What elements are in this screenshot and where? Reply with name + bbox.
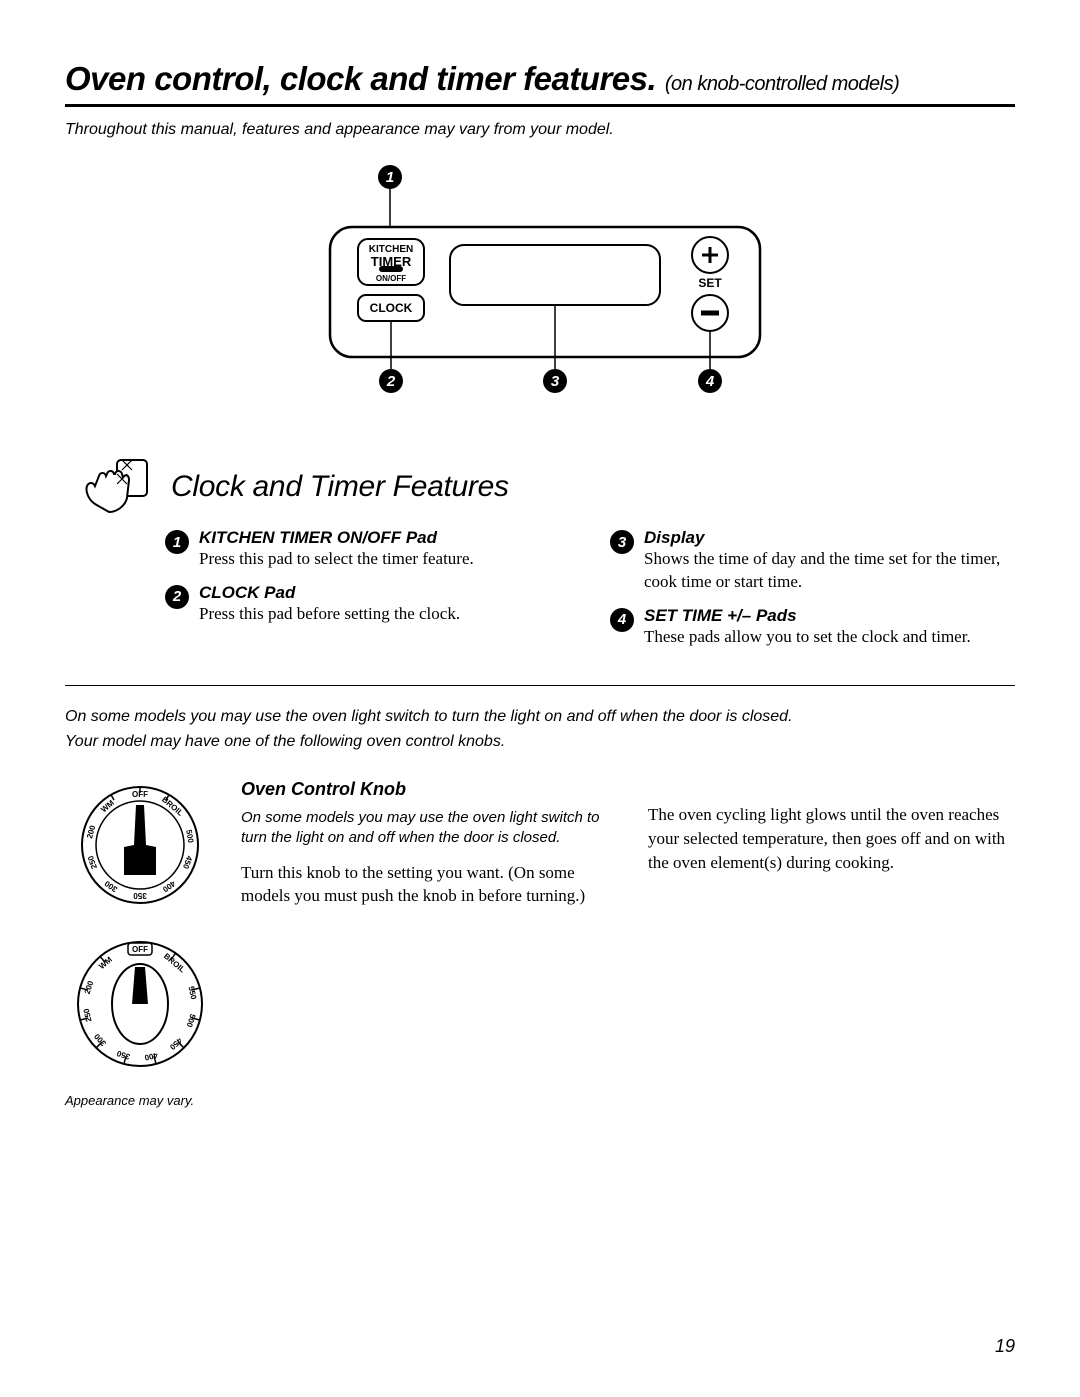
callout-3-num: 3 xyxy=(551,373,560,390)
page-number: 19 xyxy=(995,1336,1015,1357)
knob-diagram-1: OFF BROIL 500 450 400 350 300 250 200 WM xyxy=(70,775,210,915)
label-clock: CLOCK xyxy=(370,301,413,315)
svg-text:250: 250 xyxy=(82,1007,94,1022)
feature-col-left: 1 KITCHEN TIMER ON/OFF Pad Press this pa… xyxy=(165,528,570,661)
note-line-2: Your model may have one of the following… xyxy=(65,729,1015,755)
feature-num: 3 xyxy=(610,530,634,554)
svg-text:550: 550 xyxy=(187,985,199,1000)
feature-heading: Display xyxy=(644,528,1015,548)
svg-text:OFF: OFF xyxy=(132,945,148,954)
feature-heading: KITCHEN TIMER ON/OFF Pad xyxy=(199,528,474,548)
feature-body: Press this pad before setting the clock. xyxy=(199,603,460,626)
knob-body-1: Turn this knob to the setting you want. … xyxy=(241,861,608,909)
svg-text:200: 200 xyxy=(85,824,97,840)
svg-text:400: 400 xyxy=(143,1051,158,1063)
callout-4-num: 4 xyxy=(705,373,715,390)
feature-col-right: 3 Display Shows the time of day and the … xyxy=(610,528,1015,661)
feature-body: These pads allow you to set the clock an… xyxy=(644,626,971,649)
feature-item: 2 CLOCK Pad Press this pad before settin… xyxy=(165,583,570,626)
label-set: SET xyxy=(698,276,722,290)
section-header: Clock and Timer Features xyxy=(65,452,1015,522)
feature-heading: SET TIME +/– Pads xyxy=(644,606,971,626)
note-line-1: On some models you may use the oven ligh… xyxy=(65,704,1015,730)
knob-em: On some models you may use the oven ligh… xyxy=(241,808,608,849)
hand-pad-icon xyxy=(65,452,155,522)
title-sub: (on knob-controlled models) xyxy=(665,73,899,95)
section-title: Clock and Timer Features xyxy=(171,470,509,504)
feature-heading: CLOCK Pad xyxy=(199,583,460,603)
callout-2-num: 2 xyxy=(386,373,396,390)
knob-title: Oven Control Knob xyxy=(241,779,608,800)
knob-body-2: The oven cycling light glows until the o… xyxy=(648,803,1015,874)
svg-text:OFF: OFF xyxy=(132,790,148,799)
feature-num: 1 xyxy=(165,530,189,554)
knob-diagrams: OFF BROIL 500 450 400 350 300 250 200 WM xyxy=(65,775,215,1108)
svg-text:500: 500 xyxy=(184,1013,197,1029)
knob-diagram-2: OFF BROIL 550 500 450 400 350 300 250 20… xyxy=(70,929,210,1079)
knob-section: OFF BROIL 500 450 400 350 300 250 200 WM xyxy=(65,775,1015,1108)
feature-num: 2 xyxy=(165,585,189,609)
intro-text: Throughout this manual, features and app… xyxy=(65,121,1015,139)
svg-text:500: 500 xyxy=(184,829,195,844)
knob-col-left: Oven Control Knob On some models you may… xyxy=(241,775,608,1108)
feature-item: 4 SET TIME +/– Pads These pads allow you… xyxy=(610,606,1015,649)
knob-text: Oven Control Knob On some models you may… xyxy=(241,775,1015,1108)
feature-body: Press this pad to select the timer featu… xyxy=(199,548,474,571)
svg-text:200: 200 xyxy=(83,979,96,995)
callout-1-num: 1 xyxy=(386,169,394,186)
title-rule xyxy=(65,104,1015,107)
svg-text:350: 350 xyxy=(133,891,147,900)
title-main: Oven control, clock and timer features. xyxy=(65,60,656,97)
feature-num: 4 xyxy=(610,608,634,632)
svg-text:350: 350 xyxy=(115,1048,131,1061)
feature-body: Shows the time of day and the time set f… xyxy=(644,548,1015,594)
feature-item: 3 Display Shows the time of day and the … xyxy=(610,528,1015,594)
model-notes: On some models you may use the oven ligh… xyxy=(65,704,1015,755)
manual-page: Oven control, clock and timer features. … xyxy=(0,0,1080,1397)
mid-rule xyxy=(65,685,1015,686)
feature-item: 1 KITCHEN TIMER ON/OFF Pad Press this pa… xyxy=(165,528,570,571)
control-panel-diagram: 1 KITCHEN TIMER ON/OFF CLOCK SET xyxy=(65,159,1015,424)
feature-columns: 1 KITCHEN TIMER ON/OFF Pad Press this pa… xyxy=(65,528,1015,661)
page-title: Oven control, clock and timer features. … xyxy=(65,60,1015,98)
knob-caption: Appearance may vary. xyxy=(65,1093,215,1108)
label-onoff: ON/OFF xyxy=(376,274,406,283)
knob-col-right: The oven cycling light glows until the o… xyxy=(648,775,1015,1108)
